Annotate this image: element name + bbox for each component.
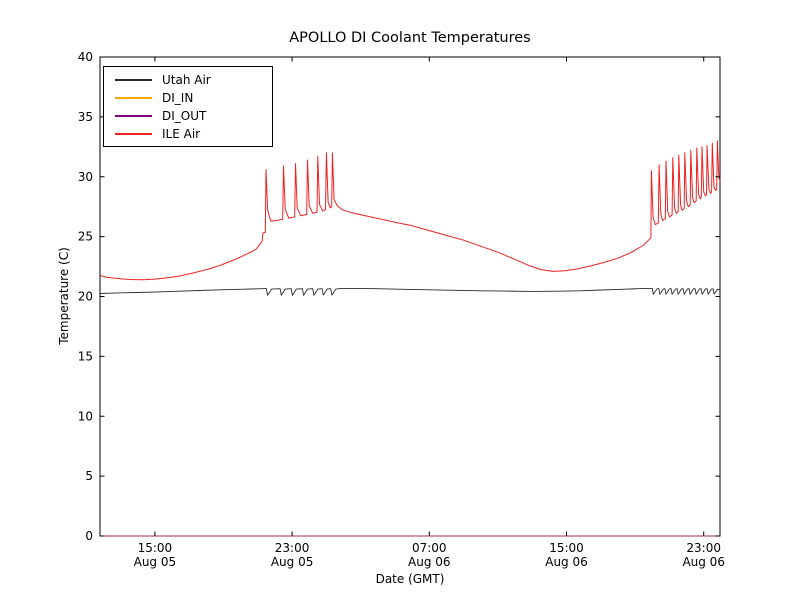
- legend-entry-ile-air: ILE Air: [104, 125, 272, 143]
- legend-entry-di-in: DI_IN: [104, 89, 272, 107]
- legend: Utah Air DI_IN DI_OUT ILE Air: [103, 66, 273, 147]
- svg-text:07:00: 07:00: [412, 541, 447, 555]
- ile-air-line-swatch: [115, 133, 152, 135]
- svg-text:40: 40: [78, 50, 93, 64]
- legend-label: DI_IN: [162, 91, 194, 105]
- x-axis-label: Date (GMT): [375, 572, 445, 586]
- svg-text:Aug 06: Aug 06: [545, 555, 588, 569]
- svg-text:Aug 05: Aug 05: [271, 555, 314, 569]
- svg-text:23:00: 23:00: [275, 541, 310, 555]
- svg-text:5: 5: [85, 469, 93, 483]
- legend-entry-utah-air: Utah Air: [104, 71, 272, 89]
- legend-label: ILE Air: [162, 127, 201, 141]
- svg-text:15:00: 15:00: [549, 541, 584, 555]
- svg-text:Aug 06: Aug 06: [408, 555, 451, 569]
- utah-air-line-swatch: [115, 79, 152, 81]
- legend-label: Utah Air: [162, 73, 211, 87]
- svg-text:20: 20: [78, 290, 93, 304]
- svg-text:10: 10: [78, 409, 93, 423]
- svg-text:23:00: 23:00: [686, 541, 721, 555]
- svg-text:30: 30: [78, 170, 93, 184]
- svg-text:Aug 06: Aug 06: [682, 555, 725, 569]
- svg-text:Aug 05: Aug 05: [134, 555, 177, 569]
- legend-entry-di-out: DI_OUT: [104, 107, 272, 125]
- di-out-line-swatch: [115, 115, 152, 117]
- di-in-line-swatch: [115, 97, 152, 99]
- y-axis-label: Temperature (C): [57, 247, 71, 345]
- svg-text:0: 0: [85, 529, 93, 543]
- svg-text:15:00: 15:00: [138, 541, 173, 555]
- svg-text:25: 25: [78, 230, 93, 244]
- chart-title: APOLLO DI Coolant Temperatures: [289, 30, 531, 46]
- svg-text:35: 35: [78, 110, 93, 124]
- legend-label: DI_OUT: [162, 109, 207, 123]
- svg-text:15: 15: [78, 349, 93, 363]
